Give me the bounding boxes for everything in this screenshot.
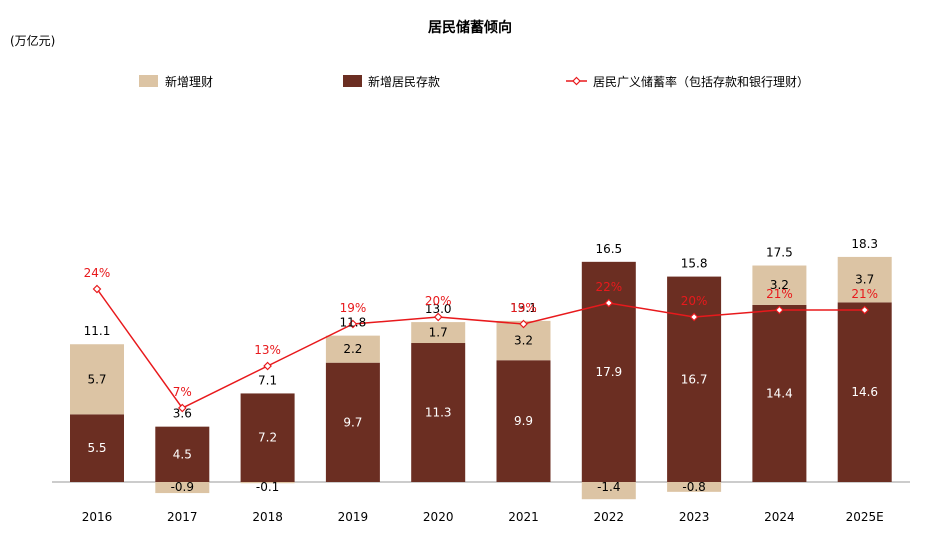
bar-total-label-2024: 17.5 xyxy=(766,246,793,260)
y-unit-label: (万亿元) xyxy=(10,33,55,48)
rate-point-2024 xyxy=(775,305,784,315)
rate-point-2016 xyxy=(92,284,102,294)
x-tick-2018: 2018 xyxy=(252,510,283,524)
x-tick-2016: 2016 xyxy=(82,510,113,524)
bar-deposit-label-2016: 5.5 xyxy=(87,441,106,455)
rate-point-2019 xyxy=(348,319,358,329)
rate-point-2021 xyxy=(519,319,528,329)
rate-label-2019: 19% xyxy=(340,301,367,315)
label-layer: 5.5 5.7 11.1 2016 4.5 -0.9 3.6 2017 7.2 -0.1 7.1 20… xyxy=(82,237,884,524)
chart-title: 居民储蓄倾向 xyxy=(428,19,512,36)
rate-point-2025E xyxy=(860,305,870,315)
rate-point-2022 xyxy=(604,298,614,308)
rate-line xyxy=(96,288,865,409)
bar-deposit-label-2019: 9.7 xyxy=(343,415,362,429)
bar-wealth-label-2022: -1.4 xyxy=(597,480,620,494)
bar-total-label-2021: 13.1 xyxy=(510,301,537,315)
rate-label-2023: 20% xyxy=(681,294,708,308)
bar-total-label-2019: 11.8 xyxy=(340,316,367,330)
bar-total-label-2022: 16.5 xyxy=(595,242,622,256)
rate-point-2017 xyxy=(177,403,187,413)
rate-label-2022: 22% xyxy=(595,280,622,294)
rate-label-2018: 13% xyxy=(254,343,281,357)
rate-label-2020: 20% xyxy=(425,294,452,308)
x-tick-2025E: 2025E xyxy=(846,510,884,524)
bar-total-label-2016: 11.1 xyxy=(84,324,111,338)
bar-wealth-2025E xyxy=(837,256,892,303)
x-tick-2019: 2019 xyxy=(338,510,369,524)
rate-label-2025E: 21% xyxy=(851,287,878,301)
bar-deposit-label-2024: 14.4 xyxy=(766,386,793,400)
x-tick-2017: 2017 xyxy=(167,510,198,524)
legend-label-rate: 居民广义储蓄率（包括存款和银行理财） xyxy=(593,74,809,89)
bar-deposit-2025E xyxy=(837,302,892,482)
bar-deposit-2024 xyxy=(752,304,807,482)
legend-marker-rate xyxy=(572,76,581,86)
bar-wealth-label-2016: 5.7 xyxy=(87,372,106,386)
bar-wealth-2023 xyxy=(667,482,722,492)
bar-wealth-label-2024: 3.2 xyxy=(770,278,789,292)
bar-wealth-2016 xyxy=(70,344,124,415)
rate-label-2024: 21% xyxy=(766,287,793,301)
bar-wealth-label-2018: -0.1 xyxy=(256,480,279,494)
legend-swatch-deposit xyxy=(343,75,362,87)
bar-deposit-2017 xyxy=(155,426,210,482)
bar-deposit-2016 xyxy=(70,414,124,482)
rate-line-layer xyxy=(92,284,870,413)
bar-deposit-label-2020: 11.3 xyxy=(425,406,452,420)
bar-total-label-2017: 3.6 xyxy=(173,407,192,421)
bar-wealth-label-2019: 2.2 xyxy=(343,342,362,356)
x-tick-2021: 2021 xyxy=(508,510,539,524)
bar-wealth-2024 xyxy=(752,265,807,305)
bar-total-label-2020: 13.0 xyxy=(425,302,452,316)
rate-label-2016: 24% xyxy=(84,266,111,280)
bar-total-label-2018: 7.1 xyxy=(258,373,277,387)
bar-deposit-label-2025E: 14.6 xyxy=(851,385,878,399)
bar-deposit-2019 xyxy=(325,362,380,482)
legend-label-wealth: 新增理财 xyxy=(165,74,213,89)
rate-point-2023 xyxy=(689,312,699,322)
bar-wealth-2018 xyxy=(240,482,295,484)
bar-deposit-2022 xyxy=(581,261,636,482)
bar-deposit-label-2022: 17.9 xyxy=(595,365,622,379)
bar-deposit-2018 xyxy=(240,393,295,482)
bar-wealth-2020 xyxy=(411,322,466,344)
bar-total-label-2025E: 18.3 xyxy=(851,237,878,251)
bar-wealth-2017 xyxy=(155,482,210,494)
x-tick-2020: 2020 xyxy=(423,510,454,524)
bar-deposit-label-2023: 16.7 xyxy=(681,372,708,386)
bar-wealth-2022 xyxy=(581,482,636,500)
bar-layer xyxy=(70,256,892,500)
rate-point-2018 xyxy=(263,361,272,371)
rate-point-2020 xyxy=(433,312,443,322)
bar-deposit-label-2017: 4.5 xyxy=(173,447,192,461)
x-tick-2022: 2022 xyxy=(594,510,625,524)
rate-label-2017: 7% xyxy=(173,385,192,399)
bar-wealth-label-2017: -0.9 xyxy=(171,480,194,494)
legend-swatch-wealth xyxy=(139,75,158,87)
bar-wealth-label-2020: 1.7 xyxy=(429,326,448,340)
bar-deposit-2021 xyxy=(496,360,551,482)
bar-wealth-2019 xyxy=(325,335,380,363)
bar-deposit-label-2021: 9.9 xyxy=(514,414,533,428)
legend-label-deposit: 新增居民存款 xyxy=(368,74,440,89)
bar-wealth-label-2025E: 3.7 xyxy=(855,273,874,287)
bar-deposit-label-2018: 7.2 xyxy=(258,431,277,445)
bar-deposit-2023 xyxy=(667,276,722,482)
bar-wealth-label-2023: -0.8 xyxy=(682,480,705,494)
legend: 新增理财 新增居民存款 居民广义储蓄率（包括存款和银行理财） xyxy=(139,74,809,89)
bar-deposit-2020 xyxy=(411,343,466,482)
x-tick-2024: 2024 xyxy=(764,510,795,524)
bar-total-label-2023: 15.8 xyxy=(681,257,708,271)
x-tick-2023: 2023 xyxy=(679,510,710,524)
bar-wealth-label-2021: 3.2 xyxy=(514,334,533,348)
rate-label-2021: 19% xyxy=(510,301,537,315)
